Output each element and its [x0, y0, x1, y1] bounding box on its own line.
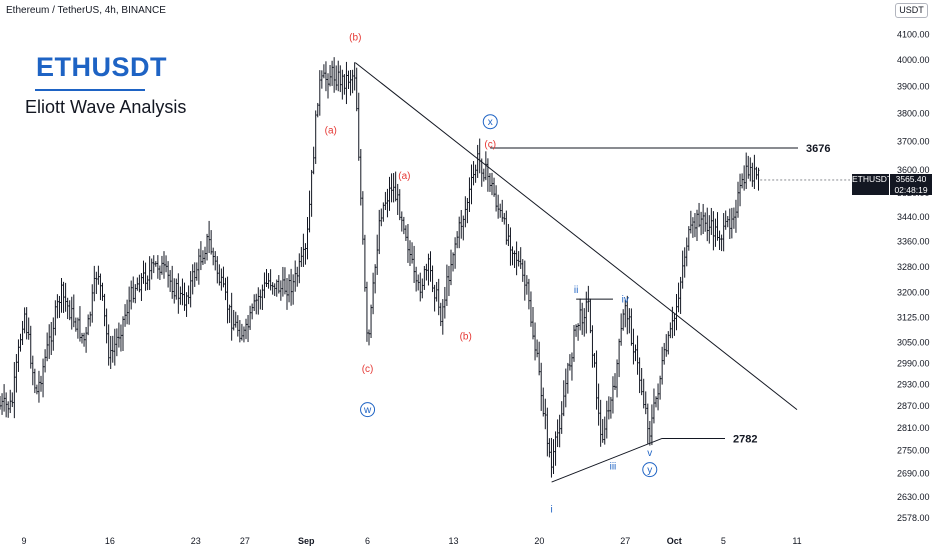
wave-label: (b) — [460, 331, 472, 342]
currency-unit: USDT — [899, 5, 924, 15]
wave-label-circle — [642, 462, 658, 478]
x-tick-label: 27 — [240, 536, 250, 546]
y-tick-label: 2990.00 — [897, 358, 930, 368]
symbol-info: Ethereum / TetherUS, 4h, BINANCE — [6, 5, 166, 16]
y-tick-label: 4100.00 — [897, 29, 930, 39]
price-countdown-tag: 3565.40 02:48:19 — [890, 174, 932, 195]
y-tick-label: 3440.00 — [897, 212, 930, 222]
price-axis[interactable]: 2578.00 2630.00 2690.00 2750.00 2810.00 2870.… — [897, 29, 930, 523]
wave-label: w — [363, 405, 372, 416]
current-price-label: 3565.40 — [895, 174, 927, 184]
analysis-subtitle: Eliott Wave Analysis — [25, 97, 187, 117]
y-tick-label: 2870.00 — [897, 401, 930, 411]
wave-label: x — [488, 117, 493, 128]
trendline-layer — [354, 62, 850, 483]
y-tick-label: 3280.00 — [897, 262, 930, 272]
candle-countdown-label: 02:48:19 — [894, 184, 928, 195]
y-tick-label: 3125.00 — [897, 312, 930, 322]
x-tick-label: 6 — [365, 536, 370, 546]
wave-label: iii — [610, 461, 617, 472]
wave-label: (a) — [398, 171, 410, 182]
x-tick-label: 23 — [191, 536, 201, 546]
trendline-descending[interactable] — [354, 62, 798, 411]
y-tick-label: 2750.00 — [897, 446, 930, 456]
x-tick-label: 20 — [534, 536, 544, 546]
x-tick-label: 5 — [721, 536, 726, 546]
x-tick-label: Sep — [298, 536, 315, 546]
x-tick-label: 11 — [792, 536, 801, 546]
level-label-layer: 3676 2782 — [733, 143, 830, 445]
wave-label: y — [647, 465, 652, 476]
wave-label: v — [647, 448, 652, 459]
x-tick-label: Oct — [667, 536, 682, 546]
y-tick-label: 3700.00 — [897, 136, 930, 146]
currency-unit-badge[interactable]: USDT — [895, 3, 928, 18]
brand-title: ETHUSDT — [36, 52, 167, 82]
wave-label: (c) — [362, 364, 374, 375]
y-tick-label: 3200.00 — [897, 288, 930, 298]
y-tick-label: 2930.00 — [897, 379, 930, 389]
y-tick-label: 2690.00 — [897, 468, 930, 478]
brand-underline — [35, 89, 145, 91]
y-tick-label: 3900.00 — [897, 81, 930, 91]
y-tick-label: 2810.00 — [897, 423, 930, 433]
level-label-3676: 3676 — [806, 143, 830, 155]
x-tick-label: 13 — [448, 536, 458, 546]
symbol-tag-label: ETHUSDT — [852, 174, 893, 184]
y-tick-label: 3600.00 — [897, 165, 930, 175]
y-tick-label: 2578.00 — [897, 513, 930, 523]
wave-label: iv — [622, 295, 629, 306]
y-tick-label: 3360.00 — [897, 237, 930, 247]
wave-label: ii — [574, 285, 578, 296]
trendline-lower-wedge[interactable] — [551, 437, 663, 483]
y-tick-label: 2630.00 — [897, 492, 930, 502]
time-axis[interactable]: 9 16 23 27 Sep 6 13 20 27 Oct 5 11 — [21, 536, 801, 546]
current-price-tag: ETHUSDT — [852, 174, 893, 195]
y-tick-label: 3800.00 — [897, 108, 930, 118]
wave-label: i — [550, 504, 552, 515]
wave-label-circle — [360, 402, 376, 418]
y-tick-label: 3050.00 — [897, 338, 930, 348]
x-tick-label: 27 — [620, 536, 630, 546]
wave-label: (a) — [325, 126, 337, 137]
wave-label-circle — [482, 114, 498, 130]
candlestick-series — [0, 57, 760, 478]
level-label-2782: 2782 — [733, 433, 757, 445]
x-tick-label: 16 — [105, 536, 115, 546]
y-tick-label: 4000.00 — [897, 55, 930, 65]
wave-label: (c) — [484, 140, 496, 151]
wave-label: (b) — [349, 32, 361, 43]
x-tick-label: 9 — [21, 536, 26, 546]
